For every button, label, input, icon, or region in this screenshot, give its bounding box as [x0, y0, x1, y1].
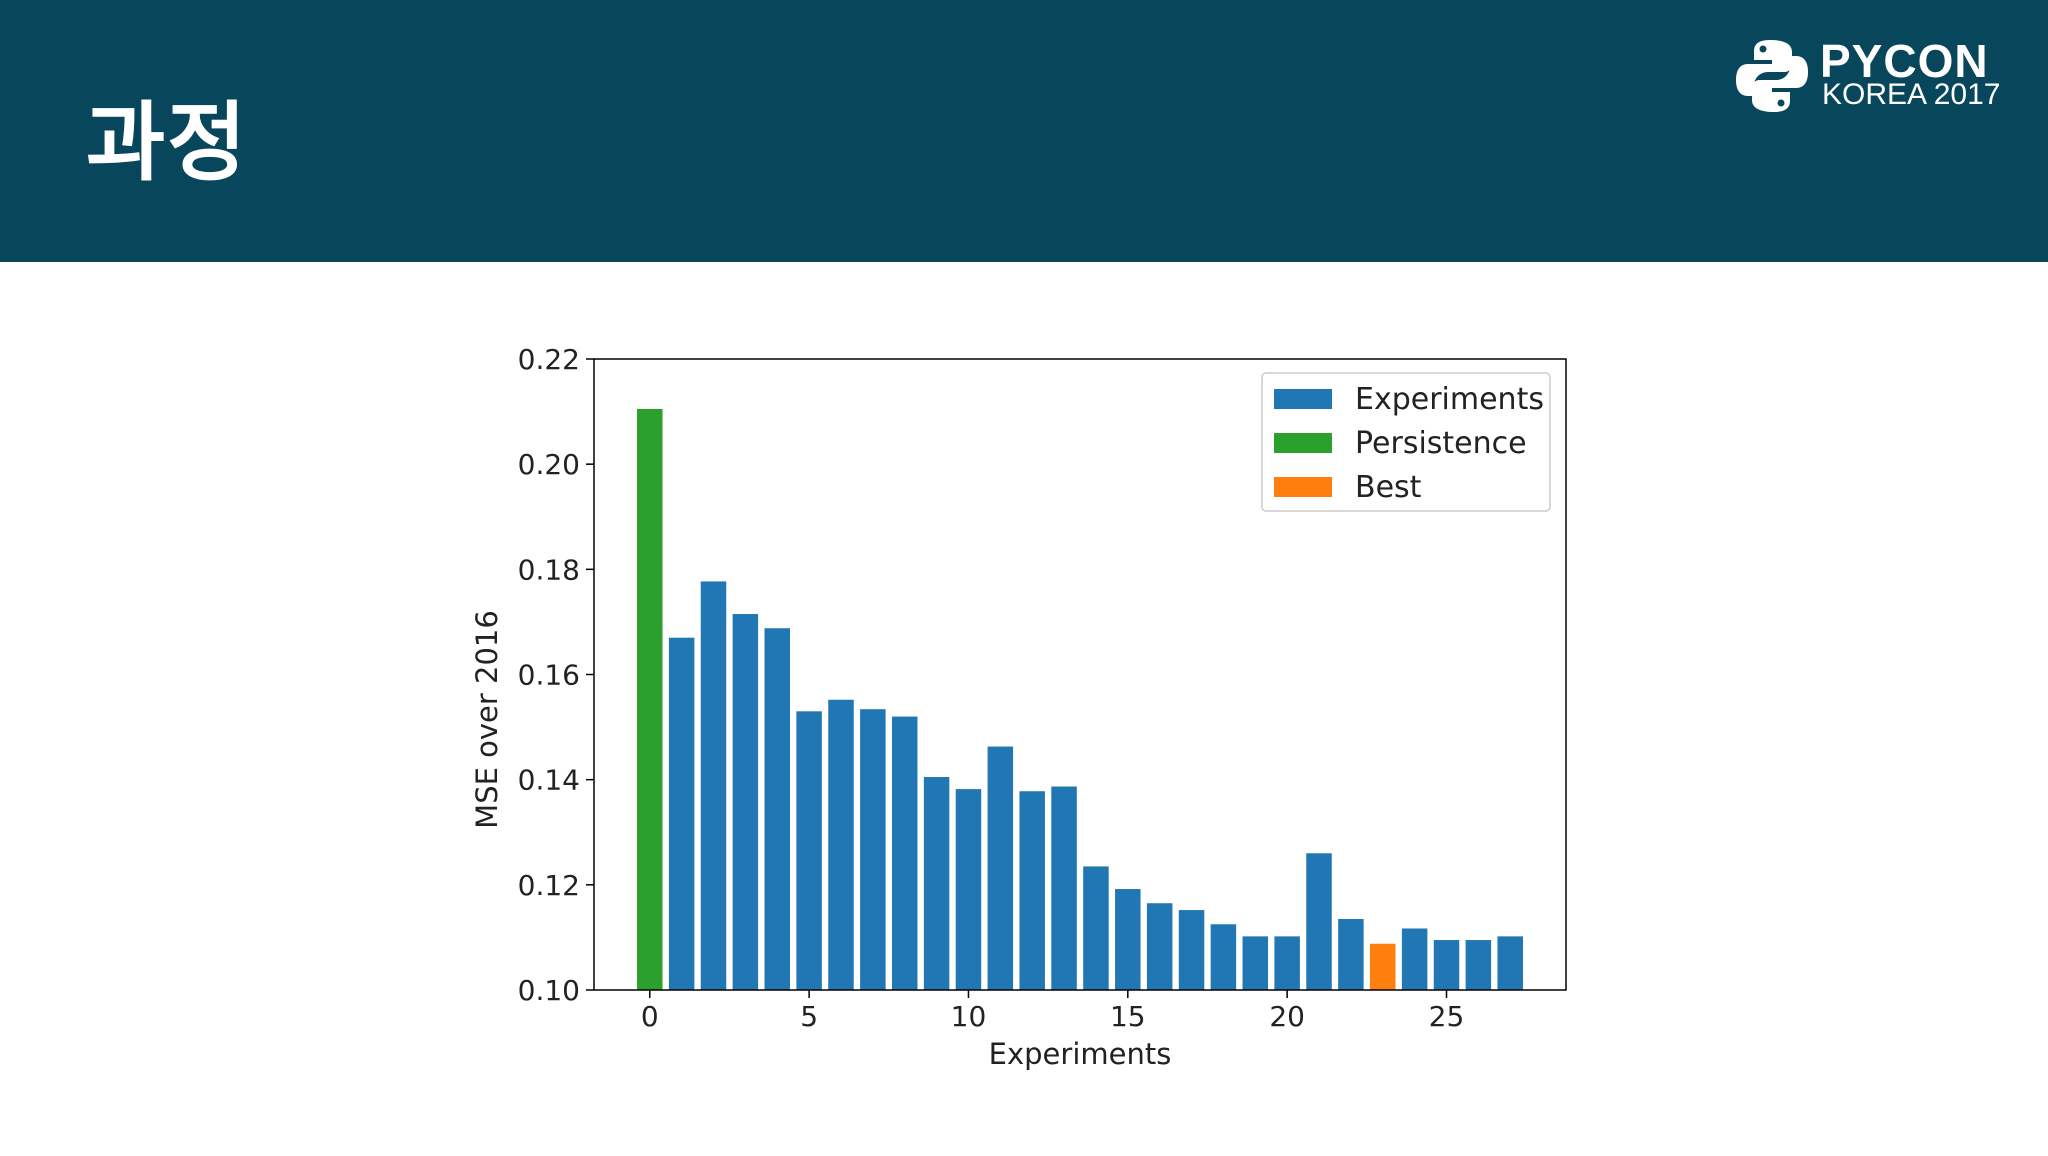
bar-experiments-25 [1433, 940, 1460, 990]
bar-persistence-0 [637, 408, 663, 990]
legend-label-persistence: Persistence [1355, 426, 1527, 461]
logo-text-korea: KOREA 2017 [1822, 78, 2001, 111]
y-ticks-group: 0.10 0.12 0.14 0.16 0.18 0.20 0.22 [518, 343, 594, 1007]
bar-experiments-24 [1401, 928, 1428, 990]
slide-header: 과정 PYCON KOREA 2017 [0, 0, 2048, 262]
slide-title: 과정 [86, 93, 249, 193]
legend: Experiments Persistence Best [1261, 372, 1551, 512]
bar-experiments-3 [732, 614, 759, 990]
y-tick-label: 0.22 [518, 343, 580, 376]
bar-experiments-6 [828, 699, 854, 990]
x-tick-label: 5 [800, 1000, 818, 1033]
bar-experiments-8 [891, 716, 918, 990]
x-axis-label: Experiments [989, 1037, 1172, 1071]
python-logo-icon [1736, 40, 1808, 112]
y-tick-label: 0.18 [518, 553, 580, 586]
bar-chart: 0.100.120.140.160.180.200.22 0 5 10 15 20 25 … [470, 343, 1567, 1071]
y-axis-label: MSE over 2016 [470, 610, 504, 829]
bar-experiments-15 [1115, 889, 1141, 990]
chart-area: 0.10 0.12 0.14 0.16 0.18 0.20 0.22 0 5 10 15 20 25 … [0, 262, 2048, 1152]
y-tick-label: 0.12 [518, 869, 580, 902]
bar-experiments-9 [923, 777, 950, 990]
bar-experiments-21 [1306, 853, 1332, 990]
y-tick-label: 0.10 [518, 974, 580, 1007]
bar-experiments-7 [860, 709, 886, 990]
legend-swatch-persistence [1274, 433, 1332, 453]
bar-experiments-12 [1019, 791, 1045, 990]
bar-experiments-17 [1178, 910, 1205, 990]
legend-box [1261, 372, 1551, 512]
bar-experiments-5 [796, 711, 822, 990]
bar-experiments-2 [700, 581, 727, 990]
legend-swatch-experiments [1274, 389, 1332, 409]
x-tick-label: 25 [1429, 1000, 1465, 1033]
legend-label-best: Best [1355, 470, 1422, 505]
bar-experiments-16 [1146, 903, 1173, 990]
bar-experiments-11 [987, 746, 1014, 990]
y-tick-label: 0.20 [518, 448, 580, 481]
legend-label-experiments: Experiments [1355, 382, 1544, 417]
bar-experiments-18 [1210, 924, 1237, 990]
y-tick-label: 0.14 [518, 764, 580, 797]
bar-best-23 [1370, 943, 1396, 990]
logo-text-pycon: PYCON [1820, 35, 1989, 87]
bar-experiments-10 [955, 789, 982, 990]
bar-experiments-20 [1274, 936, 1300, 990]
bar-experiments-27 [1497, 936, 1523, 990]
legend-swatch-best [1274, 477, 1332, 497]
bar-experiments-13 [1051, 786, 1077, 990]
x-ticks-group: 0 5 10 15 20 25 [641, 990, 1464, 1033]
bar-experiments-4 [764, 628, 790, 990]
bar-experiments-14 [1083, 866, 1109, 990]
bar-experiments-22 [1338, 919, 1364, 990]
y-tick-label: 0.16 [518, 659, 580, 692]
bar-experiments-1 [668, 637, 695, 990]
x-tick-label: 0 [641, 1000, 659, 1033]
pycon-logo: PYCON KOREA 2017 [1736, 35, 2006, 116]
bar-experiments-19 [1242, 936, 1269, 990]
bar-experiments-26 [1465, 940, 1492, 990]
bars-group [637, 408, 1523, 990]
x-tick-label: 15 [1110, 1000, 1146, 1033]
x-tick-label: 10 [951, 1000, 987, 1033]
x-tick-label: 20 [1269, 1000, 1305, 1033]
